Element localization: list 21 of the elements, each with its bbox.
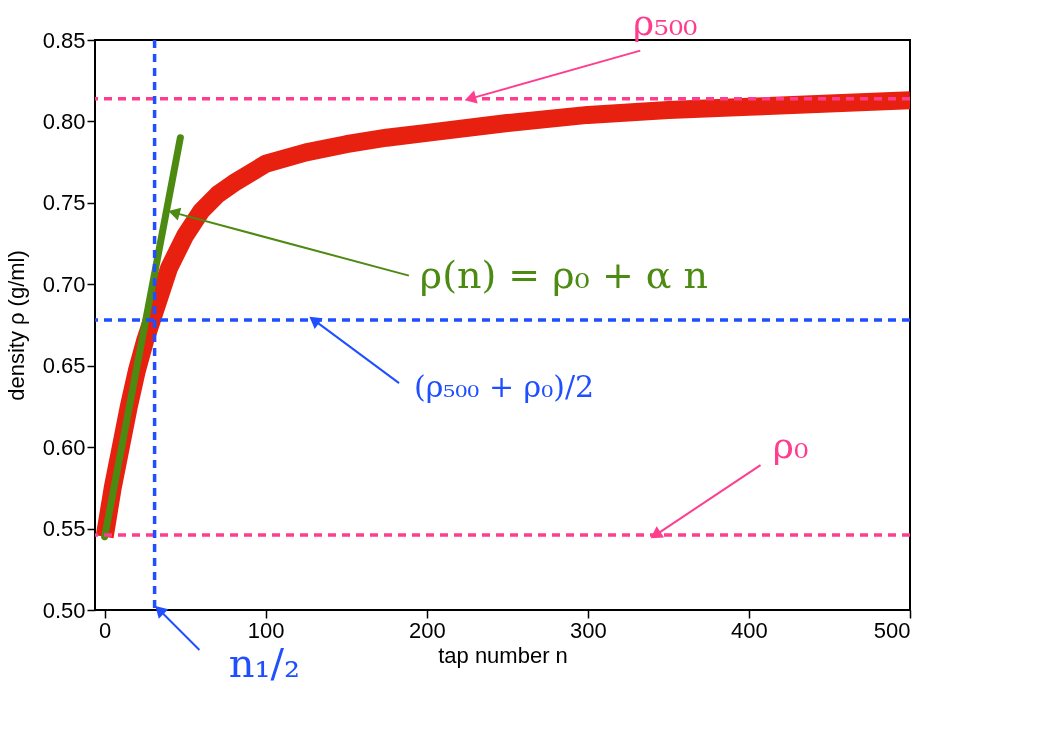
y-tick-label: 0.50	[42, 597, 86, 623]
y-axis-title: density ρ (g/ml)	[3, 250, 29, 401]
y-tick-label: 0.85	[42, 27, 86, 53]
x-tick-label: 100	[247, 617, 285, 643]
y-tick-label: 0.80	[42, 108, 86, 134]
x-tick-label: 400	[731, 617, 768, 643]
x-tick-label: 0	[99, 617, 112, 643]
annotation: n₁/₂	[228, 640, 301, 686]
y-tick-label: 0.75	[42, 190, 86, 216]
y-tick-label: 0.70	[42, 271, 86, 297]
x-tick-label: 300	[570, 617, 607, 643]
annotation: ρ₅₀₀	[633, 1, 698, 43]
annotation: (ρ₅₀₀ + ρ₀)/2	[413, 369, 595, 405]
x-axis-title: tap number n	[438, 642, 568, 668]
x-tick-label: 200	[408, 617, 446, 643]
y-tick-label: 0.60	[42, 434, 86, 460]
annotation: ρ(n) = ρ₀ + α n	[419, 252, 709, 297]
y-tick-label: 0.65	[42, 353, 86, 379]
x-tick-label: 500	[873, 617, 911, 643]
annotation: ρ₀	[772, 425, 809, 467]
y-tick-label: 0.55	[42, 516, 86, 542]
